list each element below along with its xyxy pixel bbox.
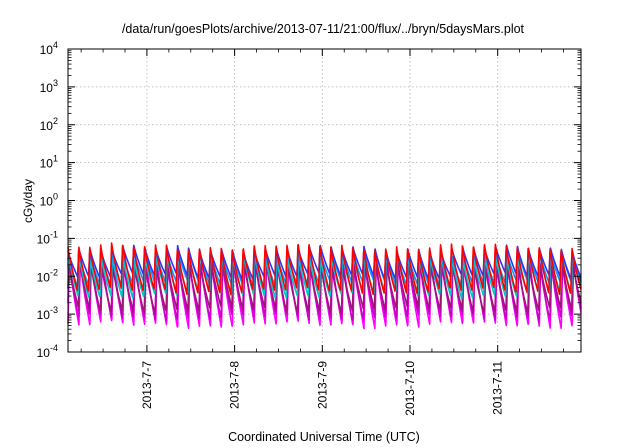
series-layer: [67, 242, 582, 330]
y-tick-label: 100: [40, 192, 58, 209]
x-tick-label: 2013-7-9: [315, 361, 329, 409]
y-tick-label: 104: [40, 40, 58, 57]
series-line-7: [67, 242, 582, 296]
x-tick-label: 2013-7-10: [403, 361, 417, 416]
y-tick-label: 102: [40, 116, 58, 133]
x-axis-label: Coordinated Universal Time (UTC): [228, 430, 420, 444]
x-tick-label: 2013-7-11: [491, 361, 505, 415]
chart-title: /data/run/goesPlots/archive/2013-07-11/2…: [122, 22, 525, 36]
axes: 10-4 10-3 10-2 10-1 100 101 102 103 104 2013-7-7 2…: [37, 40, 581, 416]
y-tick-label: 10-3: [37, 305, 58, 322]
y-tick-label: 10-1: [37, 229, 58, 246]
y-tick-label: 10-2: [37, 267, 58, 284]
y-tick-label: 10-4: [37, 343, 58, 360]
y-axis-label: cGy/day: [21, 179, 35, 223]
x-tick-label: 2013-7-7: [140, 361, 154, 409]
y-tick-label: 103: [40, 78, 58, 95]
y-tick-label: 101: [40, 154, 58, 171]
x-tick-label: 2013-7-8: [228, 361, 242, 409]
